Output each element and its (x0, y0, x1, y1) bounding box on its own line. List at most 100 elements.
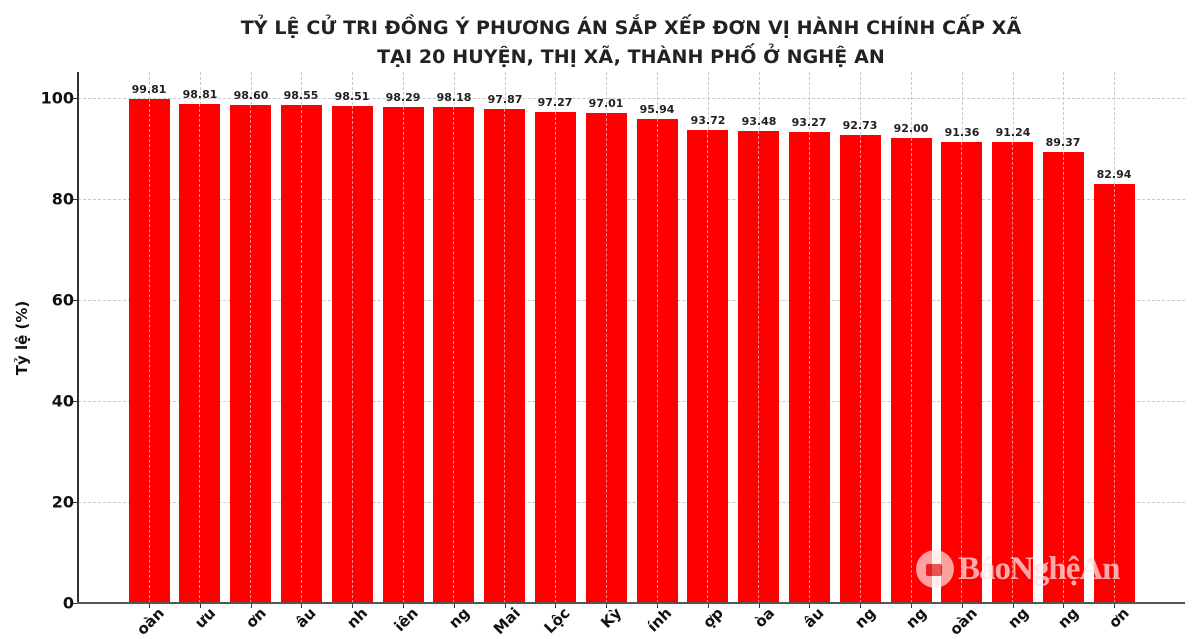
bar (687, 130, 728, 603)
value-label: 97.27 (537, 96, 573, 109)
newspaper-logo-icon (916, 550, 954, 588)
x-tick-mark (200, 603, 201, 608)
bar-gridline (250, 105, 251, 603)
x-tick-label: Kỳ (597, 604, 626, 632)
y-tick-label: 40 (51, 391, 74, 411)
value-label: 93.48 (741, 115, 777, 128)
x-tick-label: ng (851, 604, 880, 632)
value-label: 98.29 (385, 91, 421, 104)
y-tick-label: 80 (51, 189, 74, 209)
x-tick-mark (657, 603, 658, 608)
x-tick-label: iên (390, 604, 422, 636)
bar-gridline (1063, 152, 1064, 603)
bar-gridline (809, 132, 810, 603)
value-label: 93.27 (791, 116, 827, 129)
x-tick-label: âu (292, 604, 320, 632)
y-axis-spine (77, 72, 79, 604)
bar (383, 107, 424, 603)
x-tick-label: oàn (946, 604, 981, 639)
value-label: 98.60 (233, 89, 269, 102)
value-label: 95.94 (639, 103, 675, 116)
x-tick-label: ơn (242, 604, 270, 632)
value-label: 82.94 (1096, 168, 1132, 181)
value-label: 97.01 (588, 97, 624, 110)
y-axis-title: Tỷ lệ (%) (13, 300, 31, 376)
x-tick-mark (555, 603, 556, 608)
h-gridline (78, 98, 1185, 99)
bar (891, 138, 932, 603)
bar-gridline (1012, 142, 1013, 603)
x-tick-mark (1114, 603, 1115, 608)
bar-gridline (403, 107, 404, 603)
bar (484, 109, 525, 603)
bar (941, 142, 982, 603)
y-tick-label: 0 (62, 593, 74, 613)
bar (281, 105, 322, 603)
value-label: 92.73 (842, 119, 878, 132)
bar-gridline (1114, 184, 1115, 603)
x-tick-label: ng (1004, 604, 1033, 632)
bar (535, 112, 576, 603)
bar (230, 105, 271, 603)
x-tick-label: ính (643, 604, 676, 636)
value-label: 91.24 (995, 126, 1031, 139)
y-tick-mark (72, 98, 78, 99)
y-tick-mark (72, 401, 78, 402)
x-tick-label: ng (902, 604, 931, 632)
bar-gridline (301, 105, 302, 603)
x-tick-label: ng (445, 604, 474, 632)
x-tick-mark (301, 603, 302, 608)
x-tick-label: oàn (133, 604, 168, 639)
value-label: 99.81 (131, 83, 167, 96)
bar-gridline (199, 104, 200, 603)
x-tick-label: Mai (489, 604, 524, 639)
bar-gridline (758, 131, 759, 603)
h-gridline (78, 199, 1185, 200)
x-tick-label: òa (750, 604, 779, 632)
bar-gridline (453, 107, 454, 603)
x-tick-mark (708, 603, 709, 608)
chart-title-line-1: TỶ LỆ CỬ TRI ĐỒNG Ý PHƯƠNG ÁN SẮP XẾP ĐƠ… (240, 17, 1022, 39)
value-label: 91.36 (944, 126, 980, 139)
x-tick-mark (505, 603, 506, 608)
y-tick-mark (72, 502, 78, 503)
y-tick-label: 20 (51, 492, 74, 512)
value-label: 98.18 (436, 91, 472, 104)
x-tick-mark (606, 603, 607, 608)
x-tick-mark (1063, 603, 1064, 608)
x-tick-label: âu (800, 604, 828, 632)
x-tick-mark (251, 603, 252, 608)
bar (433, 107, 474, 603)
bar (1094, 184, 1135, 603)
bar-gridline (657, 119, 658, 603)
value-label: 98.55 (283, 89, 319, 102)
value-label: 92.00 (893, 122, 929, 135)
x-tick-mark (860, 603, 861, 608)
bar (332, 106, 373, 603)
bar (637, 119, 678, 603)
h-gridline (78, 502, 1185, 503)
x-tick-mark (911, 603, 912, 608)
chart-title-line-2: TẠI 20 HUYỆN, THỊ XÃ, THÀNH PHỐ Ở NGHỆ A… (377, 46, 885, 68)
x-axis-spine (77, 602, 1185, 604)
value-label: 98.81 (182, 88, 218, 101)
x-tick-label: Lộc (540, 604, 574, 638)
bar-gridline (961, 142, 962, 603)
watermark-text: BáoNghệAn (958, 550, 1121, 587)
chart-title: TỶ LỆ CỬ TRI ĐỒNG Ý PHƯƠNG ÁN SẮP XẾP ĐƠ… (0, 14, 1200, 72)
bar (586, 113, 627, 603)
bar-gridline (606, 113, 607, 603)
y-tick-mark (72, 199, 78, 200)
bar (1043, 152, 1084, 603)
x-tick-label: ợp (699, 604, 727, 632)
bar-gridline (555, 112, 556, 603)
x-tick-mark (759, 603, 760, 608)
bar (992, 142, 1033, 603)
h-gridline (78, 401, 1185, 402)
y-tick-mark (72, 300, 78, 301)
bar-gridline (860, 135, 861, 603)
value-label: 89.37 (1045, 136, 1081, 149)
y-tick-label: 60 (51, 290, 74, 310)
x-tick-mark (454, 603, 455, 608)
bar-gridline (504, 109, 505, 603)
